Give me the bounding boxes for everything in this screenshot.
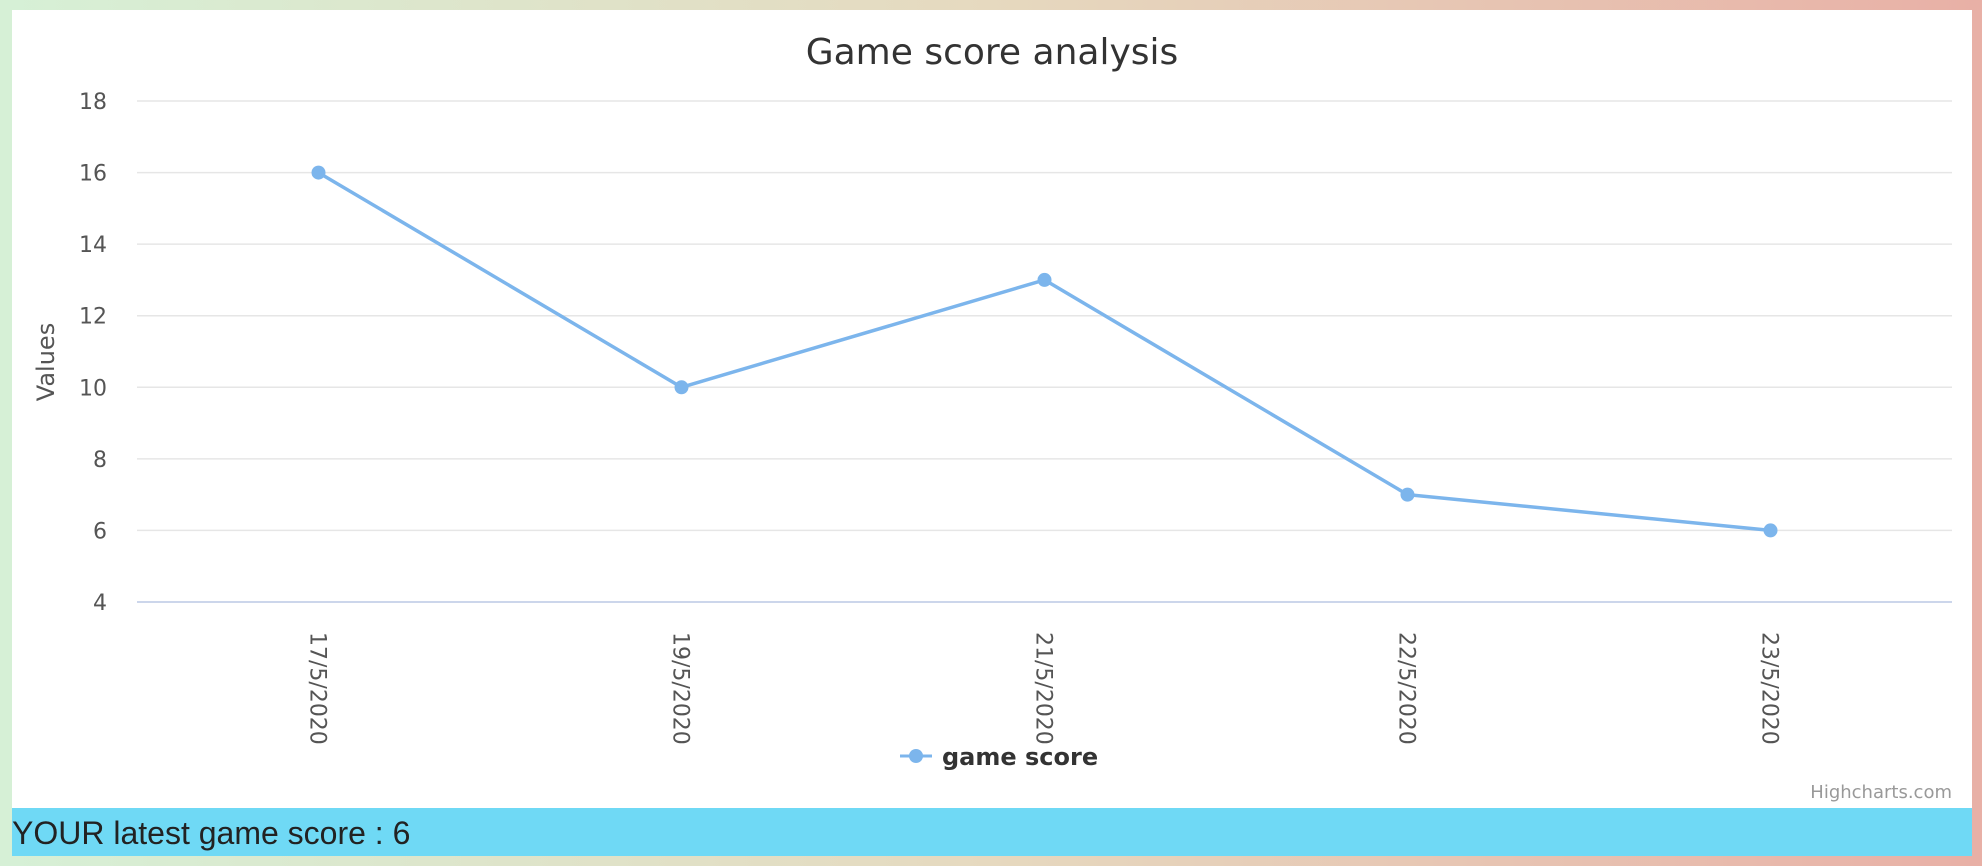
chart-area: Game score analysis 4 6 8 10 12 14 16 18 Values…	[32, 32, 1952, 803]
y-tick-label: 18	[79, 90, 107, 115]
data-point[interactable]	[674, 380, 689, 395]
y-tick-label: 16	[79, 162, 107, 187]
data-point[interactable]	[311, 165, 326, 180]
latest-score-banner: YOUR latest game score : 6	[12, 808, 1972, 856]
legend[interactable]: game score	[900, 743, 1098, 771]
series-line[interactable]	[317, 171, 1771, 533]
legend-item-game-score[interactable]: game score	[942, 743, 1098, 771]
highcharts-credit-link[interactable]: Highcharts.com	[1810, 782, 1952, 803]
x-tick-label: 22/5/2020	[1394, 632, 1419, 745]
y-axis-title: Values	[32, 323, 60, 401]
legend-marker-icon	[909, 749, 923, 763]
data-point[interactable]	[1037, 272, 1052, 287]
latest-score-text: YOUR latest game score : 6	[12, 815, 411, 851]
y-tick-label: 14	[79, 233, 107, 258]
x-tick-label: 23/5/2020	[1757, 632, 1782, 745]
x-axis-tick-labels: 17/5/2020 19/5/2020 21/5/2020 22/5/2020 23/5…	[305, 632, 1782, 745]
y-tick-label: 6	[93, 519, 107, 544]
x-tick-label: 21/5/2020	[1031, 632, 1056, 745]
x-tick-label: 17/5/2020	[305, 632, 330, 745]
y-tick-label: 8	[93, 448, 107, 473]
y-tick-label: 4	[93, 591, 107, 616]
data-point[interactable]	[1763, 523, 1778, 538]
y-tick-label: 12	[79, 305, 107, 330]
gridlines	[137, 100, 1952, 532]
chart-container: Game score analysis 4 6 8 10 12 14 16 18 Values…	[12, 10, 1972, 856]
chart-title: Game score analysis	[806, 32, 1179, 73]
series-game-score[interactable]	[311, 165, 1778, 538]
y-tick-label: 10	[79, 376, 107, 401]
data-point[interactable]	[1400, 487, 1415, 502]
y-axis-tick-labels: 4 6 8 10 12 14 16 18	[79, 90, 107, 616]
x-tick-label: 19/5/2020	[668, 632, 693, 745]
